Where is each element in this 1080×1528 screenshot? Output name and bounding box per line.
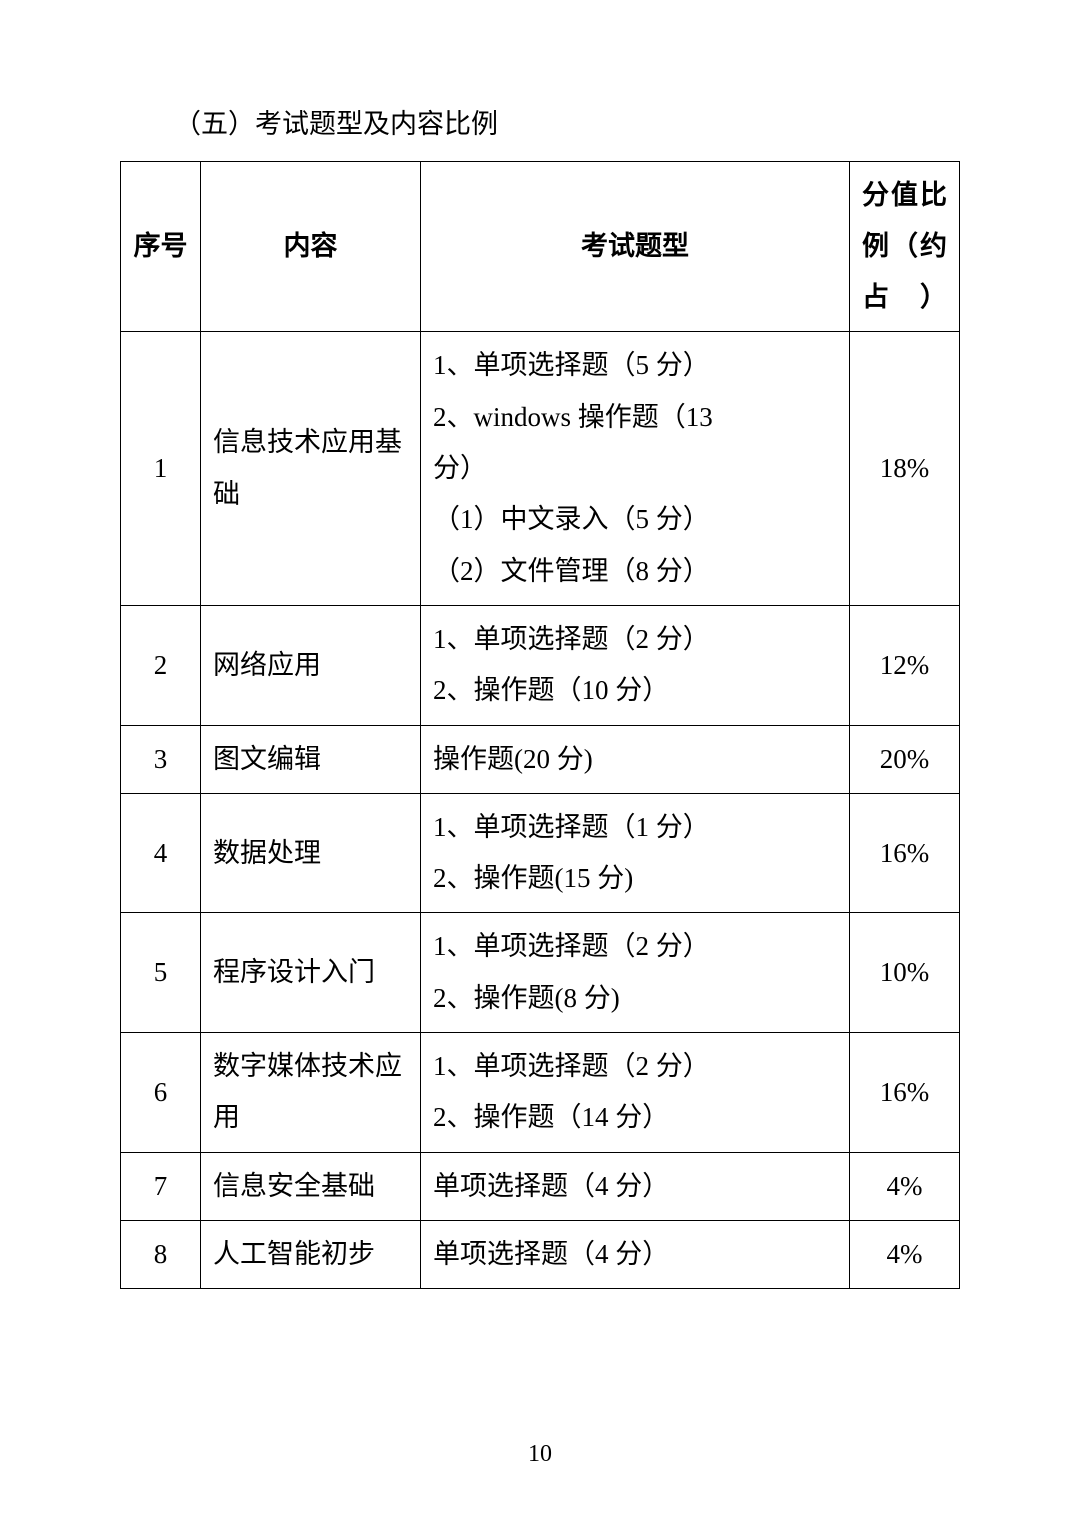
- cell-exam-type: 单项选择题（4 分）: [421, 1220, 850, 1288]
- table-row: 1信息技术应用基础1、单项选择题（5 分）2、windows 操作题（13分）（…: [121, 332, 960, 605]
- cell-ratio: 18%: [850, 332, 960, 605]
- cell-exam-type: 1、单项选择题（2 分）2、操作题（10 分）: [421, 605, 850, 725]
- table-header-row: 序号 内容 考试题型 分值比 例（约 占）: [121, 161, 960, 332]
- table-row: 5程序设计入门1、单项选择题（2 分）2、操作题(8 分)10%: [121, 913, 960, 1033]
- table-row: 7信息安全基础单项选择题（4 分）4%: [121, 1152, 960, 1220]
- table-row: 3图文编辑操作题(20 分)20%: [121, 725, 960, 793]
- cell-content: 网络应用: [201, 605, 421, 725]
- table-row: 2网络应用1、单项选择题（2 分）2、操作题（10 分）12%: [121, 605, 960, 725]
- cell-seq: 6: [121, 1033, 201, 1153]
- cell-seq: 5: [121, 913, 201, 1033]
- cell-content: 数据处理: [201, 793, 421, 913]
- cell-ratio: 16%: [850, 1033, 960, 1153]
- cell-ratio: 12%: [850, 605, 960, 725]
- cell-content: 信息安全基础: [201, 1152, 421, 1220]
- cell-ratio: 4%: [850, 1152, 960, 1220]
- cell-seq: 3: [121, 725, 201, 793]
- cell-content: 数字媒体技术应用: [201, 1033, 421, 1153]
- header-content: 内容: [201, 161, 421, 332]
- cell-ratio: 16%: [850, 793, 960, 913]
- header-exam-type: 考试题型: [421, 161, 850, 332]
- table-row: 4数据处理1、单项选择题（1 分）2、操作题(15 分)16%: [121, 793, 960, 913]
- page-number: 10: [0, 1441, 1080, 1468]
- cell-seq: 7: [121, 1152, 201, 1220]
- table-row: 8人工智能初步单项选择题（4 分）4%: [121, 1220, 960, 1288]
- exam-table: 序号 内容 考试题型 分值比 例（约 占） 1信息技术应用基础1、单项选择题（5…: [120, 161, 960, 1290]
- header-seq: 序号: [121, 161, 201, 332]
- cell-exam-type: 1、单项选择题（1 分）2、操作题(15 分): [421, 793, 850, 913]
- cell-seq: 8: [121, 1220, 201, 1288]
- cell-seq: 4: [121, 793, 201, 913]
- cell-content: 图文编辑: [201, 725, 421, 793]
- cell-content: 程序设计入门: [201, 913, 421, 1033]
- cell-exam-type: 1、单项选择题（2 分）2、操作题（14 分）: [421, 1033, 850, 1153]
- cell-exam-type: 单项选择题（4 分）: [421, 1152, 850, 1220]
- section-title: （五）考试题型及内容比例: [120, 100, 960, 149]
- header-ratio: 分值比 例（约 占）: [850, 161, 960, 332]
- cell-content: 人工智能初步: [201, 1220, 421, 1288]
- cell-ratio: 20%: [850, 725, 960, 793]
- cell-exam-type: 1、单项选择题（2 分）2、操作题(8 分): [421, 913, 850, 1033]
- cell-content: 信息技术应用基础: [201, 332, 421, 605]
- table-row: 6数字媒体技术应用1、单项选择题（2 分）2、操作题（14 分）16%: [121, 1033, 960, 1153]
- cell-ratio: 10%: [850, 913, 960, 1033]
- cell-exam-type: 操作题(20 分): [421, 725, 850, 793]
- cell-seq: 1: [121, 332, 201, 605]
- cell-ratio: 4%: [850, 1220, 960, 1288]
- cell-seq: 2: [121, 605, 201, 725]
- cell-exam-type: 1、单项选择题（5 分）2、windows 操作题（13分）（1）中文录入（5 …: [421, 332, 850, 605]
